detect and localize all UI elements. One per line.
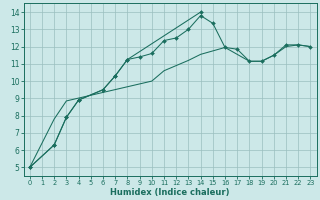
X-axis label: Humidex (Indice chaleur): Humidex (Indice chaleur)	[110, 188, 230, 197]
